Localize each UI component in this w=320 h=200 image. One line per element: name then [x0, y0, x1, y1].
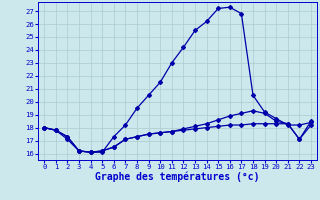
X-axis label: Graphe des températures (°c): Graphe des températures (°c)	[95, 172, 260, 182]
